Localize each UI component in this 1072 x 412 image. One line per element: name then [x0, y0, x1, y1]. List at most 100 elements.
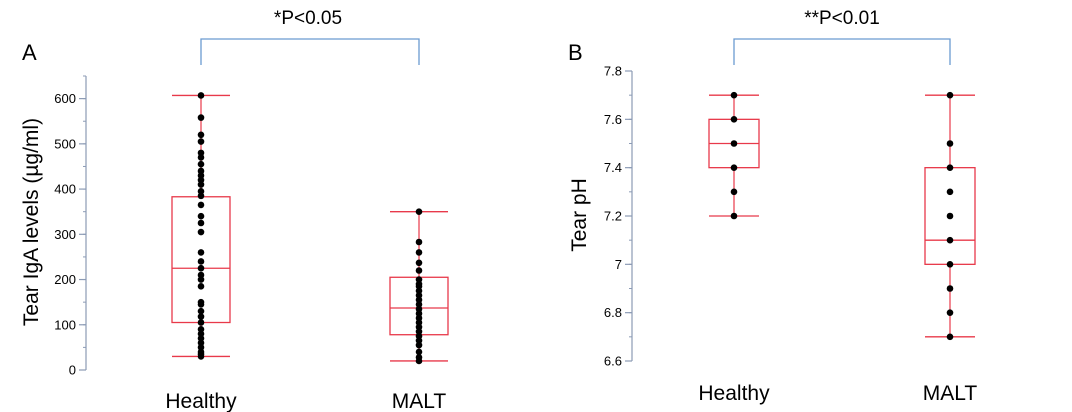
data-point	[197, 276, 205, 283]
panel-letter-b: B	[568, 40, 583, 65]
data-point	[415, 337, 423, 344]
data-point	[197, 258, 205, 265]
y-tick-label: 100	[54, 317, 76, 332]
y-tick-label: 300	[54, 227, 76, 242]
significance-label-a: *P<0.05	[274, 8, 342, 29]
y-tick-label: 7.6	[604, 112, 622, 127]
y-tick-label: 500	[54, 136, 76, 151]
box-malt	[924, 91, 976, 341]
boxes-a	[171, 92, 449, 365]
data-point	[197, 212, 205, 220]
data-point	[415, 323, 423, 331]
data-point	[730, 212, 738, 220]
data-point	[415, 319, 423, 326]
data-point	[197, 313, 205, 320]
data-point	[415, 287, 423, 295]
data-point	[197, 188, 205, 195]
data-point	[415, 292, 423, 299]
data-point	[946, 212, 954, 220]
data-point	[415, 249, 423, 256]
y-tick-label: 7.8	[604, 64, 622, 79]
x-category-label-malt: MALT	[923, 382, 978, 405]
data-point	[197, 176, 205, 184]
x-category-label-healthy: Healthy	[698, 382, 770, 405]
data-point	[197, 319, 205, 326]
boxes-b	[708, 91, 976, 341]
data-point	[197, 114, 205, 121]
data-point	[946, 188, 954, 196]
y-axis-label-b: Tear pH	[568, 178, 591, 252]
data-point	[197, 131, 205, 139]
data-point	[197, 92, 205, 99]
box-healthy	[171, 92, 231, 360]
data-point	[415, 296, 423, 304]
data-point	[415, 332, 423, 340]
data-point	[197, 228, 205, 236]
y-tick-label: 7.2	[604, 209, 622, 224]
data-point	[946, 91, 954, 99]
data-point	[415, 276, 423, 283]
data-point	[946, 140, 954, 147]
significance-bracket-line	[200, 38, 420, 65]
y-tick-label: 7.4	[604, 160, 622, 175]
data-point	[415, 283, 423, 290]
data-point	[197, 201, 205, 209]
x-category-labels-b: Healthy MALT	[698, 382, 977, 405]
box-malt	[389, 208, 449, 365]
data-point	[415, 348, 423, 356]
data-point	[415, 208, 423, 215]
data-point	[197, 339, 205, 347]
significance-label-b: **P<0.01	[804, 8, 880, 29]
data-point	[197, 192, 205, 200]
data-point	[197, 271, 205, 279]
data-point	[730, 140, 738, 147]
y-tick-label: 7	[615, 257, 622, 272]
data-point	[197, 219, 205, 227]
data-point	[946, 285, 954, 292]
data-point	[197, 264, 205, 272]
data-point	[197, 160, 205, 168]
y-axis-a	[79, 75, 87, 371]
y-axis-b	[625, 70, 633, 362]
data-point	[415, 305, 423, 313]
data-point	[946, 236, 954, 244]
data-point	[415, 301, 423, 308]
data-point	[197, 301, 205, 308]
x-category-labels-a: Healthy MALT	[165, 390, 446, 412]
panel-a: A *P<0.05 Tear IgA levels (µg/ml) 0 100 20…	[20, 8, 449, 412]
data-point	[415, 357, 423, 365]
y-tick-label: 6.8	[604, 305, 622, 320]
y-tick-label: 0	[69, 363, 76, 378]
data-point	[197, 307, 205, 315]
data-point	[415, 259, 423, 267]
data-point	[415, 267, 423, 274]
y-tick-label: 200	[54, 272, 76, 287]
data-point	[197, 335, 205, 342]
data-point	[730, 188, 738, 196]
x-category-label-malt: MALT	[392, 390, 447, 412]
data-point	[197, 172, 205, 179]
data-point	[197, 353, 205, 360]
box-healthy	[708, 91, 760, 220]
data-point	[415, 341, 423, 349]
data-point	[197, 330, 205, 338]
data-point	[946, 309, 954, 316]
data-point	[197, 167, 205, 175]
y-axis-label-a: Tear IgA levels (µg/ml)	[20, 118, 43, 326]
data-point	[415, 328, 423, 335]
data-point	[946, 333, 954, 341]
data-point	[730, 91, 738, 99]
data-point	[197, 181, 205, 188]
significance-bracket-line	[733, 38, 951, 65]
data-point	[197, 344, 205, 351]
data-point	[197, 154, 205, 161]
y-tick-label: 600	[54, 91, 76, 106]
data-point	[197, 283, 205, 290]
data-point	[197, 325, 205, 333]
panel-b: B **P<0.01 Tear pH 6.6 6.8 7 7.2 7.4 7.6 7.8 H…	[568, 8, 977, 405]
y-tick-labels-a: 0 100 200 300 400 500 600	[54, 91, 76, 377]
significance-bracket-a	[200, 38, 420, 65]
data-point	[415, 314, 423, 322]
data-point	[415, 310, 423, 317]
panel-letter-a: A	[22, 40, 37, 65]
